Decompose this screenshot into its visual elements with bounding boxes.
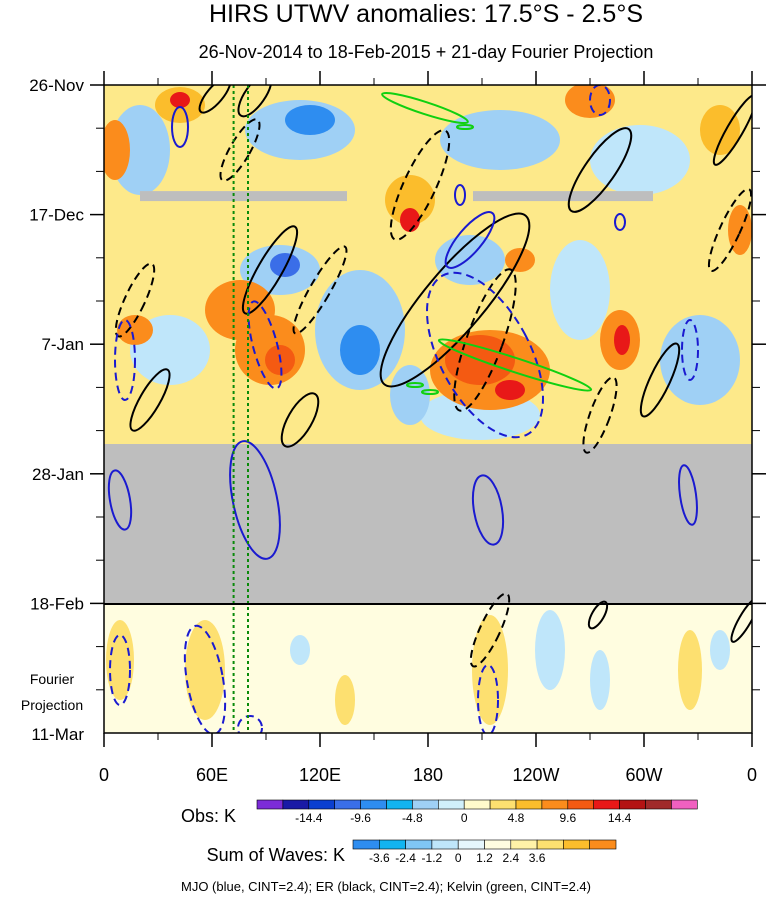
y-tick-label-1: 17-Dec [29, 206, 84, 225]
x-tick-label-3: 180 [413, 765, 443, 785]
sowbar-label-4: 1.2 [476, 851, 493, 865]
obsbar-label-1: -9.6 [350, 811, 371, 825]
sowbar-swatch-2 [405, 839, 433, 850]
obsbar-swatch-16 [671, 799, 698, 810]
obsbar-swatch-8 [463, 799, 491, 810]
sowbar-swatch-8 [563, 839, 591, 850]
grey-bar-1 [473, 191, 653, 202]
obsbar-swatch-7 [437, 799, 465, 810]
obsbar-swatch-15 [645, 799, 672, 810]
x-tick-label-5: 60W [625, 765, 662, 785]
x-axis: 0 60E 120E 180 120W 60W 0 [99, 71, 757, 785]
obsbar-label-6: 14.4 [608, 811, 632, 825]
missing-data-band [104, 444, 752, 604]
obsbar-swatch-2 [308, 799, 335, 810]
obsbar-swatch-0 [256, 799, 284, 810]
footer-note: MJO (blue, CINT=2.4); ER (black, CINT=2.… [181, 879, 591, 894]
grey-bar-0 [140, 191, 347, 202]
obs-colorbar: -14.4 -9.6 -4.8 0 4.8 9.6 14.4 [256, 799, 698, 825]
obsbar-swatch-10 [515, 799, 543, 810]
obsbar-swatch-3 [334, 799, 361, 810]
projection-label-line1: Fourier [30, 671, 75, 687]
sowbar-label-6: 3.6 [529, 851, 546, 865]
sowbar-label-2: -1.2 [422, 851, 443, 865]
plot-area [104, 85, 752, 733]
obsbar-label-5: 9.6 [559, 811, 576, 825]
obsbar-label-3: 0 [461, 811, 468, 825]
obsbar-swatch-9 [489, 799, 517, 810]
x-tick-label-4: 120W [512, 765, 559, 785]
projection-field [106, 610, 730, 725]
y-tick-label-3: 28-Jan [32, 465, 84, 484]
obs-legend-label: Obs: K [181, 806, 236, 826]
projection-label-line2: Projection [21, 697, 83, 713]
obsbar-label-0: -14.4 [295, 811, 323, 825]
obsbar-swatch-5 [386, 799, 413, 810]
sowbar-label-0: -3.6 [369, 851, 390, 865]
obsbar-swatch-13 [593, 799, 620, 810]
y-tick-label-2: 7-Jan [41, 335, 84, 354]
sowbar-swatch-1 [378, 839, 406, 850]
sow-legend-label: Sum of Waves: K [207, 845, 345, 865]
x-tick-label-6: 0 [747, 765, 757, 785]
y-axis: 26-Nov 17-Dec 7-Jan 28-Jan 18-Feb [29, 76, 766, 691]
obsbar-swatch-14 [619, 799, 646, 810]
obsbar-swatch-4 [360, 799, 387, 810]
sowbar-swatch-3 [431, 839, 459, 850]
y-tick-label-0: 26-Nov [29, 76, 84, 95]
sowbar-swatch-7 [536, 839, 564, 850]
sowbar-swatch-9 [589, 839, 617, 850]
sowbar-label-1: -2.4 [395, 851, 416, 865]
obsbar-swatch-1 [282, 799, 310, 810]
grey-bars [140, 191, 653, 202]
sowbar-swatch-5 [484, 839, 512, 850]
x-tick-label-0: 0 [99, 765, 109, 785]
mjo-contours [107, 85, 699, 733]
sowbar-label-5: 2.4 [502, 851, 519, 865]
er-contours [114, 85, 752, 668]
x-tick-label-2: 120E [299, 765, 341, 785]
sowbar-swatch-6 [510, 839, 538, 850]
obsbar-label-4: 4.8 [508, 811, 525, 825]
obsbar-swatch-11 [541, 799, 569, 810]
reference-dotted-lines [232, 85, 249, 733]
x-tick-label-1: 60E [196, 765, 228, 785]
sowbar-swatch-0 [352, 839, 380, 850]
obsbar-swatch-6 [412, 799, 439, 810]
chart-title: HIRS UTWV anomalies: 17.5°S - 2.5°S [209, 0, 643, 28]
sowbar-swatch-4 [457, 839, 485, 850]
y-end-label: 11-Mar [31, 725, 84, 744]
kelvin-contours [381, 91, 593, 395]
sow-colorbar: -3.6 -2.4 -1.2 0 1.2 2.4 3.6 [352, 839, 617, 865]
obsbar-label-2: -4.8 [402, 811, 423, 825]
sowbar-label-3: 0 [455, 851, 462, 865]
obsbar-swatch-12 [567, 799, 594, 810]
chart-subtitle: 26-Nov-2014 to 18-Feb-2015 + 21-day Four… [199, 42, 654, 62]
obs-field-blobs [104, 85, 752, 440]
y-tick-label-4: 18-Feb [30, 594, 84, 613]
